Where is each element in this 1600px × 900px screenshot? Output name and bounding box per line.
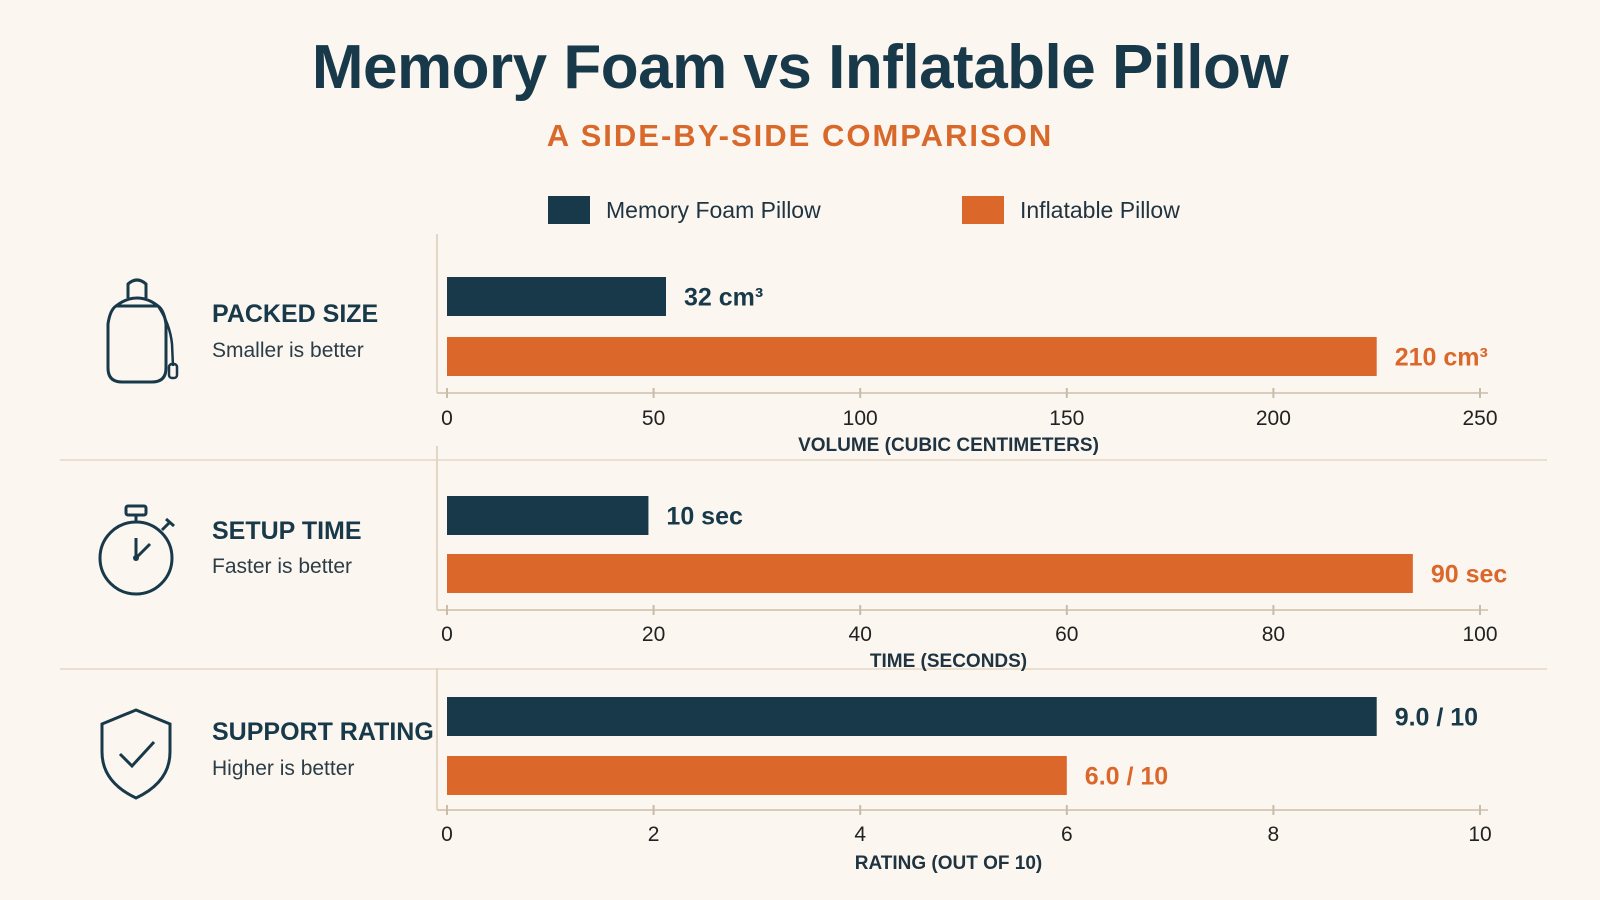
- legend-swatch-inflatable: [962, 196, 1004, 224]
- bar-memory-foam: [447, 697, 1377, 736]
- row-title-support-rating: SUPPORT RATING: [212, 718, 434, 746]
- pillow-bag-icon: [106, 278, 179, 384]
- row-desc-packed-size: Smaller is better: [212, 339, 364, 362]
- x-tick-label: 10: [1468, 823, 1491, 846]
- bar-value-label-inflatable: 6.0 / 10: [1085, 763, 1168, 791]
- x-tick-label: 100: [1462, 623, 1497, 646]
- x-tick-label: 4: [854, 823, 866, 846]
- bar-inflatable: [447, 554, 1413, 593]
- x-tick-label: 150: [1049, 407, 1084, 430]
- stopwatch-icon: [98, 504, 175, 596]
- legend-item-inflatable: Inflatable Pillow: [962, 196, 1180, 224]
- x-axis-title: VOLUME (CUBIC CENTIMETERS): [798, 435, 1099, 456]
- x-tick-label: 40: [849, 623, 872, 646]
- x-axis-title: RATING (OUT OF 10): [855, 853, 1043, 874]
- bar-memory-foam: [447, 496, 649, 535]
- row-divider: [60, 668, 1547, 670]
- page-title: Memory Foam vs Inflatable Pillow: [311, 33, 1289, 102]
- x-axis-title: TIME (SECONDS): [870, 651, 1027, 672]
- bar-value-label-memory-foam: 32 cm³: [684, 284, 763, 312]
- x-tick-label: 50: [642, 407, 665, 430]
- x-tick-label: 0: [441, 823, 453, 846]
- x-tick-label: 60: [1055, 623, 1078, 646]
- x-tick-label: 0: [441, 407, 453, 430]
- bar-value-label-memory-foam: 10 sec: [666, 503, 743, 531]
- x-tick-label: 2: [648, 823, 660, 846]
- x-tick-label: 200: [1256, 407, 1291, 430]
- row-desc-setup-time: Faster is better: [212, 555, 353, 578]
- legend-label-inflatable: Inflatable Pillow: [1020, 196, 1180, 223]
- x-tick-label: 20: [642, 623, 665, 646]
- x-tick-label: 80: [1262, 623, 1285, 646]
- x-tick-label: 250: [1462, 407, 1497, 430]
- row-title-setup-time: SETUP TIME: [212, 517, 362, 545]
- row-title-packed-size: PACKED SIZE: [212, 300, 379, 328]
- bar-memory-foam: [447, 277, 666, 316]
- bar-inflatable: [447, 756, 1067, 795]
- legend-swatch-memory-foam: [548, 196, 590, 224]
- x-tick-label: 0: [441, 623, 453, 646]
- bar-value-label-inflatable: 90 sec: [1431, 561, 1508, 589]
- x-tick-label: 100: [843, 407, 878, 430]
- shield-check-icon: [100, 708, 172, 800]
- bar-value-label-inflatable: 210 cm³: [1395, 344, 1488, 372]
- bar-inflatable: [447, 337, 1377, 376]
- row-desc-support-rating: Higher is better: [212, 757, 355, 780]
- page-subtitle: A SIDE-BY-SIDE COMPARISON: [546, 118, 1054, 153]
- legend: Memory Foam Pillow Inflatable Pillow: [0, 196, 1600, 236]
- legend-label-memory-foam: Memory Foam Pillow: [606, 196, 821, 223]
- bar-value-label-memory-foam: 9.0 / 10: [1395, 704, 1478, 732]
- x-tick-label: 6: [1061, 823, 1073, 846]
- x-tick-label: 8: [1268, 823, 1280, 846]
- row-divider: [60, 459, 1547, 461]
- legend-item-memory-foam: Memory Foam Pillow: [548, 196, 821, 224]
